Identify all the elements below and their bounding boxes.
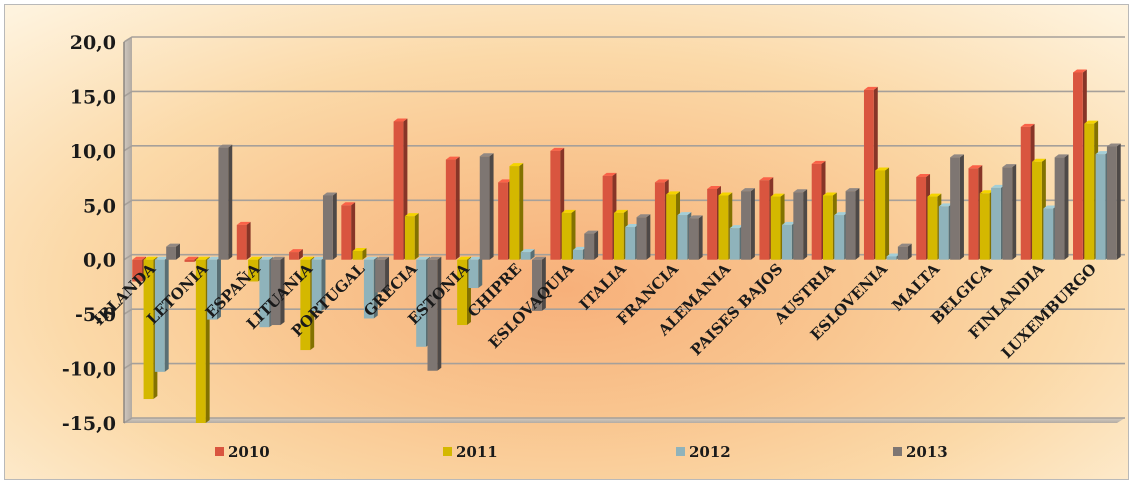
legend-label: 2013	[906, 443, 948, 461]
y-tick-label: -5,0	[75, 304, 116, 326]
bar-lituania-2010	[289, 249, 303, 260]
chart-area: IRLANDA LETONIA ESPAÑA LITUANIA PORTUGAL GREC…	[4, 4, 1129, 480]
legend-label: 2012	[689, 443, 731, 461]
bar-belgica-2013	[1002, 164, 1016, 260]
y-tick-label: -10,0	[62, 359, 116, 381]
legend-item-2012: 2012	[676, 443, 731, 461]
y-tick-label: -15,0	[62, 413, 116, 435]
bar-españa-2010	[237, 222, 251, 260]
bar-chipre-2012	[521, 249, 535, 260]
bar-eslovenia-2011	[875, 167, 889, 259]
bar-finlandia-2013	[1055, 154, 1069, 259]
x-tick-label: ITALIA	[576, 260, 630, 314]
legend-label: 2010	[228, 443, 270, 461]
bar-lituania-2013	[323, 192, 337, 259]
legend: 2010 2011 2012 2013	[215, 443, 948, 461]
x-tick-labels: IRLANDALETONIAESPAÑALITUANIAPORTUGALGREC…	[90, 259, 1100, 362]
legend-item-2010: 2010	[215, 443, 270, 461]
bar-alemania-2013	[741, 188, 755, 260]
bar-irlanda-2013	[166, 244, 180, 260]
bar-grecia-2011	[405, 213, 419, 260]
bar-malta-2013	[950, 154, 964, 259]
bar-chart: IRLANDALETONIAESPAÑALITUANIAPORTUGALGREC…	[5, 5, 1130, 481]
legend-swatch	[215, 447, 224, 456]
legend-swatch	[893, 447, 902, 456]
gridline	[124, 364, 1125, 369]
bar-eslovenia-2013	[898, 244, 912, 260]
bar-estonia-2013	[480, 153, 494, 259]
y-tick-label: 5,0	[83, 195, 116, 217]
bar-estonia-2010	[446, 157, 460, 260]
bar-francia-2013	[689, 215, 703, 259]
bar-eslovaquia-2013	[584, 231, 598, 260]
bar-chipre-2011	[509, 163, 523, 260]
y-tick-labels: 20,0 15,0 10,0 5,0 0,0 -5,0 -10,0 -15,0	[62, 32, 116, 435]
bar-portugal-2011	[353, 248, 367, 260]
x-tick-label: LUXEMBURGO	[998, 260, 1100, 362]
y-tick-label: 20,0	[70, 32, 116, 54]
legend-item-2013: 2013	[893, 443, 948, 461]
gridline	[124, 91, 1125, 96]
legend-swatch	[676, 447, 685, 456]
y-tick-label: 15,0	[70, 86, 116, 108]
gridline	[124, 146, 1125, 151]
bar-paises-bajos-2013	[793, 189, 807, 259]
bar-italia-2013	[637, 214, 651, 259]
gridline	[124, 37, 1125, 42]
y-tick-label: 10,0	[70, 141, 116, 163]
legend-swatch	[443, 447, 452, 456]
legend-item-2011: 2011	[443, 443, 498, 461]
bar-austria-2013	[846, 188, 860, 260]
bars	[132, 69, 1120, 423]
legend-label: 2011	[456, 443, 498, 461]
bar-luxemburgo-2013	[1107, 144, 1121, 260]
y-tick-label: 0,0	[83, 250, 116, 272]
bar-letonia-2013	[218, 145, 232, 260]
